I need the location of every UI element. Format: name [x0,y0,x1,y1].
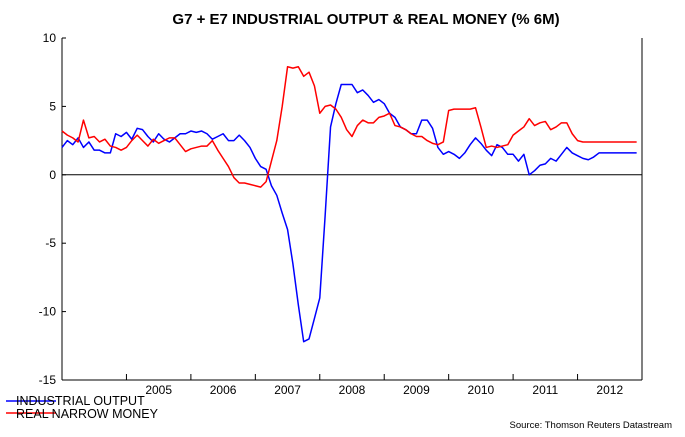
x-tick-label: 2010 [468,383,495,397]
x-tick-label: 2005 [145,383,172,397]
y-tick-label: -15 [39,373,57,387]
y-ticks: 10 5 0 -5 -10 -15 [39,31,66,387]
legend-label-real-narrow-money: REAL NARROW MONEY [16,407,159,421]
x-tick-label: 2012 [596,383,623,397]
x-tick-label: 2009 [403,383,430,397]
x-tick-label: 2006 [210,383,237,397]
series-line-real-narrow-money [61,65,637,188]
x-tick-label: 2007 [274,383,301,397]
x-tick-label: 2008 [339,383,366,397]
plot-area: 10 5 0 -5 -10 -15 2005 2006 2007 2008 2009 2010 201… [39,31,643,397]
x-tick-label: 2011 [532,383,558,397]
source-note: Source: Thomson Reuters Datastream [510,420,673,431]
y-tick-label: 10 [43,31,57,45]
series-line-industrial-output [61,83,637,343]
x-ticks: 2005 2006 2007 2008 2009 2010 2011 2012 [61,374,643,397]
legend: INDUSTRIAL OUTPUT REAL NARROW MONEY [6,394,159,421]
y-tick-label: -10 [39,305,57,319]
y-tick-label: -5 [45,236,56,250]
y-tick-label: 0 [49,168,56,182]
y-tick-label: 5 [49,99,56,113]
chart-title: G7 + E7 INDUSTRIAL OUTPUT & REAL MONEY (… [172,11,559,28]
legend-label-industrial-output: INDUSTRIAL OUTPUT [16,394,145,408]
series-group [61,65,637,343]
